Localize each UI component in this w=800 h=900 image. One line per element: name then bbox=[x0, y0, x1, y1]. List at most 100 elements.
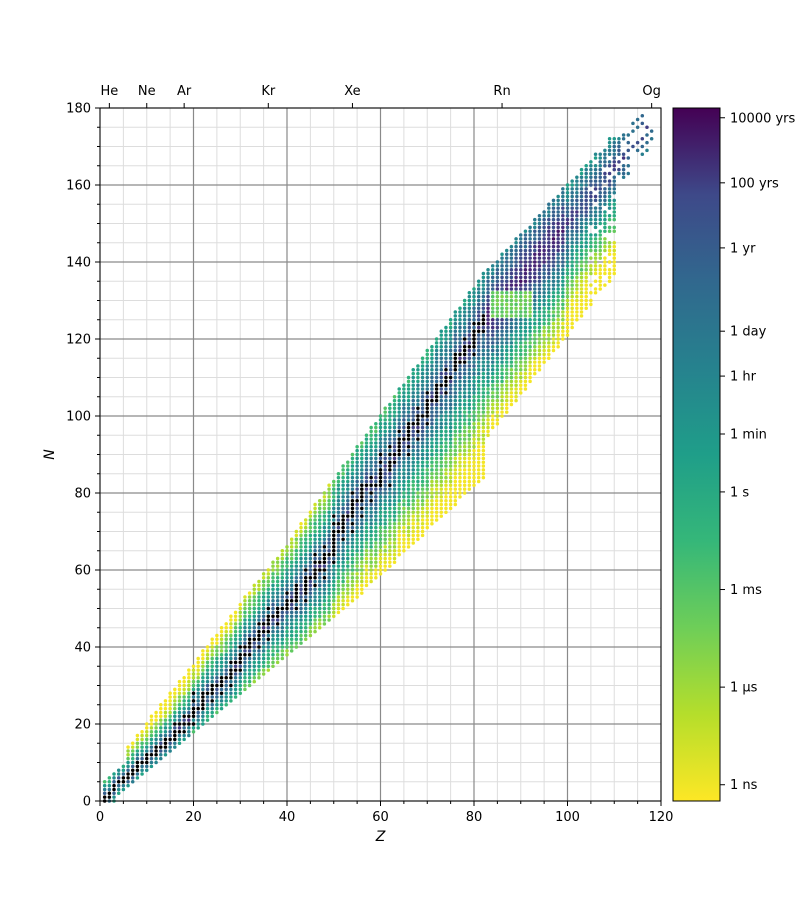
nuclide-point bbox=[561, 233, 565, 237]
nuclide-point bbox=[561, 264, 565, 268]
nuclide-point bbox=[369, 525, 373, 530]
nuclide-point bbox=[504, 337, 509, 341]
nuclide-point bbox=[476, 302, 481, 307]
nuclide-point bbox=[378, 418, 383, 422]
nuclide-point bbox=[116, 768, 121, 772]
nuclide-point bbox=[430, 433, 434, 437]
nuclide-point bbox=[238, 664, 242, 668]
nuclide-point bbox=[528, 298, 532, 303]
nuclide-point bbox=[116, 787, 121, 792]
nuclide-point bbox=[355, 560, 359, 565]
nuclide-point bbox=[364, 533, 369, 538]
nuclide-point bbox=[439, 483, 444, 488]
nuclide-point bbox=[453, 498, 458, 503]
nuclide-point bbox=[420, 375, 425, 380]
nuclide-point bbox=[350, 510, 355, 514]
nuclide-point bbox=[593, 171, 598, 176]
nuclide-point bbox=[187, 676, 191, 680]
nuclide-point bbox=[177, 718, 182, 722]
nuclide-point bbox=[346, 529, 350, 534]
nuclide-point bbox=[500, 283, 504, 287]
nuclide-point bbox=[556, 217, 560, 222]
nuclide-point bbox=[467, 306, 472, 310]
nuclide-point bbox=[542, 229, 546, 233]
nuclide-point bbox=[420, 479, 425, 484]
nuclide-point bbox=[425, 375, 429, 380]
nuclide-point bbox=[448, 468, 453, 472]
nuclide-point bbox=[308, 595, 313, 599]
nuclide-point bbox=[266, 626, 271, 630]
nuclide-point bbox=[565, 310, 570, 314]
nuclide-point bbox=[397, 468, 401, 472]
nuclide-point bbox=[570, 233, 574, 237]
nuclide-point bbox=[336, 498, 341, 503]
nuclide-point bbox=[303, 610, 308, 615]
nuclide-point bbox=[453, 348, 458, 353]
nuclide-point bbox=[360, 549, 364, 553]
nuclide-point bbox=[514, 329, 518, 334]
nuclide-point bbox=[187, 722, 191, 726]
nuclide-point bbox=[406, 441, 411, 445]
nuclide-point bbox=[514, 267, 518, 272]
nuclide-point bbox=[378, 472, 383, 476]
nuclide-point bbox=[350, 479, 355, 484]
nuclide-point bbox=[243, 687, 247, 692]
nuclide-point bbox=[570, 271, 574, 276]
nuclide-point bbox=[411, 533, 415, 538]
nuclide-point bbox=[397, 541, 401, 545]
nuclide-point bbox=[458, 483, 462, 488]
nuclide-point bbox=[556, 210, 560, 214]
nuclide-point bbox=[495, 291, 500, 295]
nuclide-point bbox=[299, 629, 303, 634]
nuclide-point bbox=[565, 187, 570, 191]
nuclide-point bbox=[355, 448, 359, 453]
nuclide-point bbox=[448, 398, 453, 403]
y-tick-label: 160 bbox=[66, 179, 91, 194]
nuclide-point bbox=[425, 441, 429, 445]
nuclide-point bbox=[397, 402, 401, 407]
nuclide-point bbox=[149, 749, 154, 753]
nuclide-point bbox=[420, 506, 425, 511]
nuclide-point bbox=[317, 502, 322, 507]
nuclide-point bbox=[420, 522, 425, 526]
nuclide-point bbox=[322, 618, 327, 622]
nuclide-point bbox=[378, 560, 383, 565]
nuclide-point bbox=[168, 699, 172, 703]
nuclide-point bbox=[430, 472, 434, 476]
nuclide-point bbox=[575, 221, 579, 226]
nuclide-point bbox=[369, 495, 373, 499]
nuclide-point bbox=[584, 260, 588, 264]
nuclide-point bbox=[420, 402, 425, 407]
nuclide-point bbox=[346, 583, 350, 588]
nuclide-point bbox=[537, 275, 542, 280]
nuclide-point bbox=[561, 294, 565, 299]
nuclide-point bbox=[448, 475, 453, 480]
nuclide-point bbox=[416, 383, 420, 387]
nuclide-point bbox=[374, 564, 378, 568]
nuclide-point bbox=[561, 310, 565, 314]
nuclide-point bbox=[514, 337, 518, 341]
nuclide-point bbox=[364, 545, 369, 549]
nuclide-point bbox=[145, 722, 149, 726]
nuclide-point bbox=[593, 291, 598, 295]
nuclide-point bbox=[350, 568, 355, 572]
nuclide-point bbox=[542, 244, 546, 249]
nuclide-point bbox=[439, 398, 444, 403]
nuclide-point bbox=[411, 475, 415, 480]
nuclide-point bbox=[289, 606, 294, 611]
nuclide-point bbox=[551, 298, 556, 303]
nuclide-point bbox=[504, 387, 509, 391]
nuclide-point bbox=[261, 610, 266, 615]
nuclide-point bbox=[509, 279, 514, 283]
nuclide-point bbox=[467, 437, 472, 441]
nuclide-point bbox=[434, 356, 439, 360]
nuclide-point bbox=[607, 267, 612, 272]
nuclide-point bbox=[271, 579, 275, 584]
nuclide-point bbox=[322, 564, 327, 568]
nuclide-point bbox=[397, 460, 401, 464]
nuclide-point bbox=[285, 560, 289, 565]
nuclide-point bbox=[196, 699, 200, 703]
nuclide-point bbox=[425, 514, 429, 518]
nuclide-point bbox=[313, 575, 317, 580]
